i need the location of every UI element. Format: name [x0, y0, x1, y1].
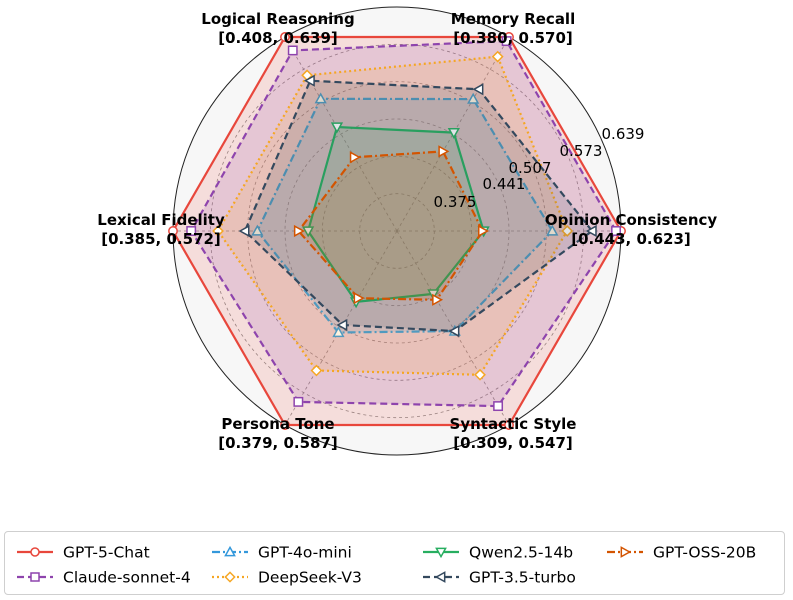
data-point: [467, 92, 480, 104]
legend-marker: [30, 572, 40, 582]
series-area: [308, 127, 484, 302]
axis-label-name: Syntactic Style: [450, 415, 577, 433]
data-point: [474, 368, 486, 381]
axis-label-range: [0.380, 0.570]: [453, 29, 573, 47]
ring-value-label: 0.573: [560, 142, 603, 160]
data-point: [330, 122, 344, 134]
legend-marker: [30, 547, 40, 557]
legend-marker: [620, 546, 632, 558]
legend-label: GPT-5-Chat: [63, 544, 150, 562]
data-point: [478, 224, 489, 238]
legend-marker: [434, 571, 446, 583]
axis-label-name: Opinion Consistency: [545, 211, 718, 229]
axis-label-range: [0.379, 0.587]: [218, 434, 338, 452]
data-point: [472, 83, 484, 96]
data-point: [302, 226, 315, 238]
axis-label-name: Lexical Fidelity: [97, 211, 225, 229]
data-point: [251, 224, 264, 236]
data-point: [504, 420, 514, 430]
legend-marker: [435, 547, 447, 559]
data-point: [303, 74, 315, 87]
legend: GPT-5-Chat Claude-sonnet-4 GPT-4o-mini Deep…: [4, 531, 785, 595]
data-point: [353, 292, 365, 305]
axis-label-range: [0.309, 0.547]: [453, 434, 573, 452]
grid-spoke: [284, 230, 398, 426]
data-point: [314, 92, 327, 104]
legend-label: GPT-3.5-turbo: [469, 569, 576, 587]
axis-label-range: [0.408, 0.639]: [218, 29, 338, 47]
legend-label: GPT-OSS-20B: [653, 544, 756, 562]
legend-label: DeepSeek-V3: [258, 569, 362, 587]
ring-value-label: 0.507: [509, 159, 552, 177]
series-area: [173, 37, 621, 425]
axis-label-range: [0.443, 0.623]: [571, 230, 691, 248]
legend-marker: [224, 545, 236, 557]
data-point: [438, 145, 450, 158]
grid-spoke: [396, 230, 510, 426]
grid-ring: [284, 118, 510, 344]
data-point: [546, 224, 559, 236]
data-point: [349, 151, 361, 164]
data-point: [293, 224, 305, 238]
series-area: [298, 151, 483, 300]
data-point: [168, 226, 178, 236]
legend-label: Qwen2.5-14b: [469, 544, 573, 562]
axis-label-range: [0.385, 0.572]: [101, 230, 221, 248]
data-point: [611, 226, 621, 236]
data-point: [310, 364, 323, 377]
data-point: [432, 293, 444, 306]
data-point: [491, 50, 504, 63]
data-point: [493, 401, 504, 412]
ring-value-label: 0.441: [483, 175, 526, 193]
data-point: [238, 224, 250, 238]
data-point: [332, 326, 345, 338]
legend-label: GPT-4o-mini: [258, 544, 352, 562]
data-point: [448, 324, 460, 338]
data-point: [501, 36, 512, 47]
data-point: [561, 225, 574, 237]
data-point: [585, 224, 597, 238]
data-point: [212, 225, 224, 237]
data-point: [280, 420, 290, 430]
data-point: [447, 127, 460, 139]
series-area: [257, 98, 553, 333]
data-point: [336, 318, 348, 332]
grid-spoke: [284, 36, 398, 232]
ring-value-label: 0.375: [434, 193, 477, 211]
axis-label-name: Logical Reasoning: [201, 10, 354, 28]
axis-label-name: Persona Tone: [221, 415, 334, 433]
data-point: [287, 45, 298, 56]
series-area: [218, 56, 568, 375]
ring-value-label: 0.639: [602, 125, 645, 143]
grid-spoke: [396, 36, 510, 232]
legend-marker: [224, 571, 236, 583]
series-area: [191, 41, 616, 407]
data-point: [186, 226, 197, 236]
axis-label-name: Memory Recall: [451, 10, 575, 28]
data-point: [293, 396, 304, 407]
data-point: [280, 32, 290, 42]
legend-label: Claude-sonnet-4: [63, 569, 191, 587]
